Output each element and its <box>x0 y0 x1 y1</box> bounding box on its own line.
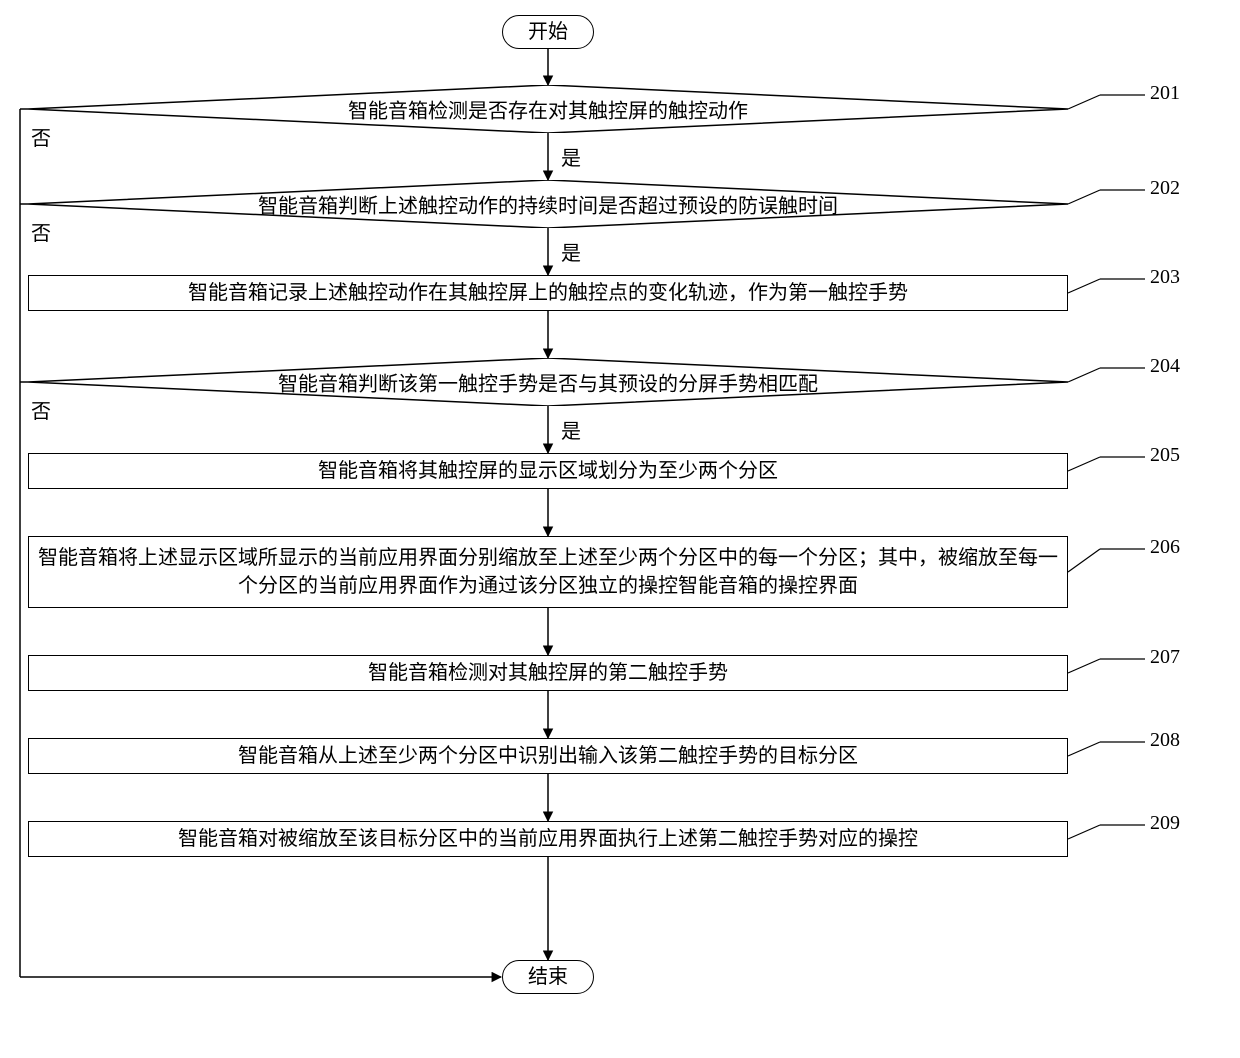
stepnum-208: 208 <box>1150 729 1180 752</box>
stepnum-202: 202 <box>1150 177 1180 200</box>
stepnum-207: 207 <box>1150 646 1180 669</box>
process-208-text: 智能音箱从上述至少两个分区中识别出输入该第二触控手势的目标分区 <box>238 742 858 770</box>
process-209-text: 智能音箱对被缩放至该目标分区中的当前应用界面执行上述第二触控手势对应的操控 <box>178 825 918 853</box>
terminator-end: 结束 <box>502 960 594 994</box>
terminator-start: 开始 <box>502 15 594 49</box>
process-206: 智能音箱将上述显示区域所显示的当前应用界面分别缩放至上述至少两个分区中的每一个分… <box>28 536 1068 608</box>
stepnum-209: 209 <box>1150 812 1180 835</box>
process-203: 智能音箱记录上述触控动作在其触控屏上的触控点的变化轨迹，作为第一触控手势 <box>28 275 1068 311</box>
decision-202: 智能音箱判断上述触控动作的持续时间是否超过预设的防误触时间 <box>28 180 1068 228</box>
flowchart-canvas: 开始 智能音箱检测是否存在对其触控屏的触控动作 是 否 201 智能音箱判断上述… <box>0 0 1240 1058</box>
process-207-text: 智能音箱检测对其触控屏的第二触控手势 <box>368 659 728 687</box>
decision-204: 智能音箱判断该第一触控手势是否与其预设的分屏手势相匹配 <box>28 358 1068 406</box>
process-207: 智能音箱检测对其触控屏的第二触控手势 <box>28 655 1068 691</box>
process-205-text: 智能音箱将其触控屏的显示区域划分为至少两个分区 <box>318 457 778 485</box>
terminator-start-label: 开始 <box>528 18 568 46</box>
stepnum-205: 205 <box>1150 444 1180 467</box>
label-201-no: 否 <box>28 122 54 151</box>
stepnum-203: 203 <box>1150 266 1180 289</box>
process-203-text: 智能音箱记录上述触控动作在其触控屏上的触控点的变化轨迹，作为第一触控手势 <box>188 279 908 307</box>
stepnum-206: 206 <box>1150 536 1180 559</box>
label-202-no: 否 <box>28 217 54 246</box>
stepnum-201: 201 <box>1150 82 1180 105</box>
process-205: 智能音箱将其触控屏的显示区域划分为至少两个分区 <box>28 453 1068 489</box>
decision-201-text: 智能音箱检测是否存在对其触控屏的触控动作 <box>348 101 748 123</box>
label-204-no: 否 <box>28 395 54 424</box>
terminator-end-label: 结束 <box>528 963 568 991</box>
connectors <box>0 0 1240 1058</box>
decision-201: 智能音箱检测是否存在对其触控屏的触控动作 <box>28 85 1068 133</box>
decision-202-text: 智能音箱判断上述触控动作的持续时间是否超过预设的防误触时间 <box>258 196 838 218</box>
decision-204-text: 智能音箱判断该第一触控手势是否与其预设的分屏手势相匹配 <box>278 374 818 396</box>
stepnum-204: 204 <box>1150 355 1180 378</box>
process-208: 智能音箱从上述至少两个分区中识别出输入该第二触控手势的目标分区 <box>28 738 1068 774</box>
label-202-yes: 是 <box>558 237 584 266</box>
process-206-text: 智能音箱将上述显示区域所显示的当前应用界面分别缩放至上述至少两个分区中的每一个分… <box>37 544 1059 600</box>
process-209: 智能音箱对被缩放至该目标分区中的当前应用界面执行上述第二触控手势对应的操控 <box>28 821 1068 857</box>
label-201-yes: 是 <box>558 142 584 171</box>
label-204-yes: 是 <box>558 415 584 444</box>
